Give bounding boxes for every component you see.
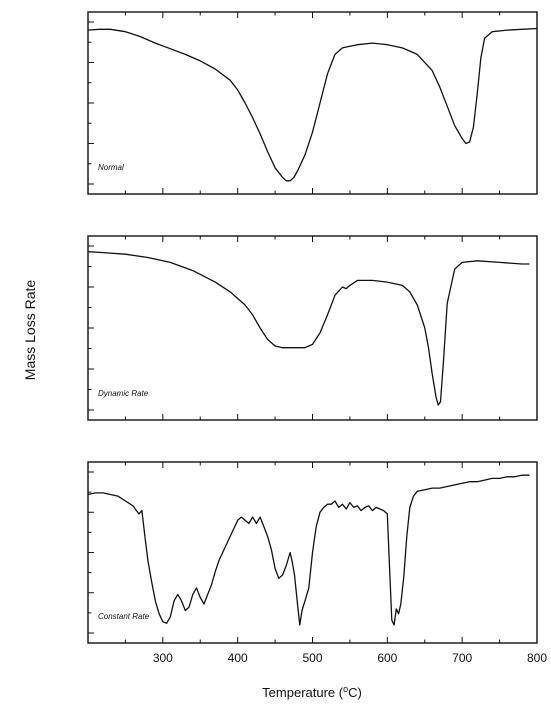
x-tick-label: 600 (377, 651, 397, 665)
y-axis-label: Mass Loss Rate (22, 280, 38, 381)
chart-panel: Normal (87, 11, 538, 195)
x-tick-label: 500 (302, 651, 322, 665)
x-tick-label: 400 (228, 651, 248, 665)
x-axis-label: Temperature (oC) (262, 684, 362, 700)
x-axis-tick-labels: 300 400 500 600 700 800 (153, 651, 548, 665)
panel-label: Constant Rate (98, 612, 150, 621)
x-tick-label: 800 (527, 651, 547, 665)
x-axis-label-degree: o (343, 684, 348, 694)
series-line (87, 27, 538, 182)
series-line (87, 474, 530, 626)
x-tick-label: 700 (452, 651, 472, 665)
chart-panel: Dynamic Rate (87, 235, 538, 421)
chart-panels: Normal Dynamic Rate Constant Rate (87, 11, 538, 644)
chart-panel: Constant Rate (87, 461, 538, 644)
panel-label: Normal (98, 163, 124, 172)
x-axis-label-unit: C) (348, 685, 362, 700)
panel-frame (87, 11, 538, 195)
x-tick-label: 300 (153, 651, 173, 665)
series-line (87, 251, 530, 406)
x-axis-label-main: Temperature ( (262, 685, 344, 700)
panel-frame (87, 235, 538, 421)
panel-label: Dynamic Rate (98, 389, 149, 398)
